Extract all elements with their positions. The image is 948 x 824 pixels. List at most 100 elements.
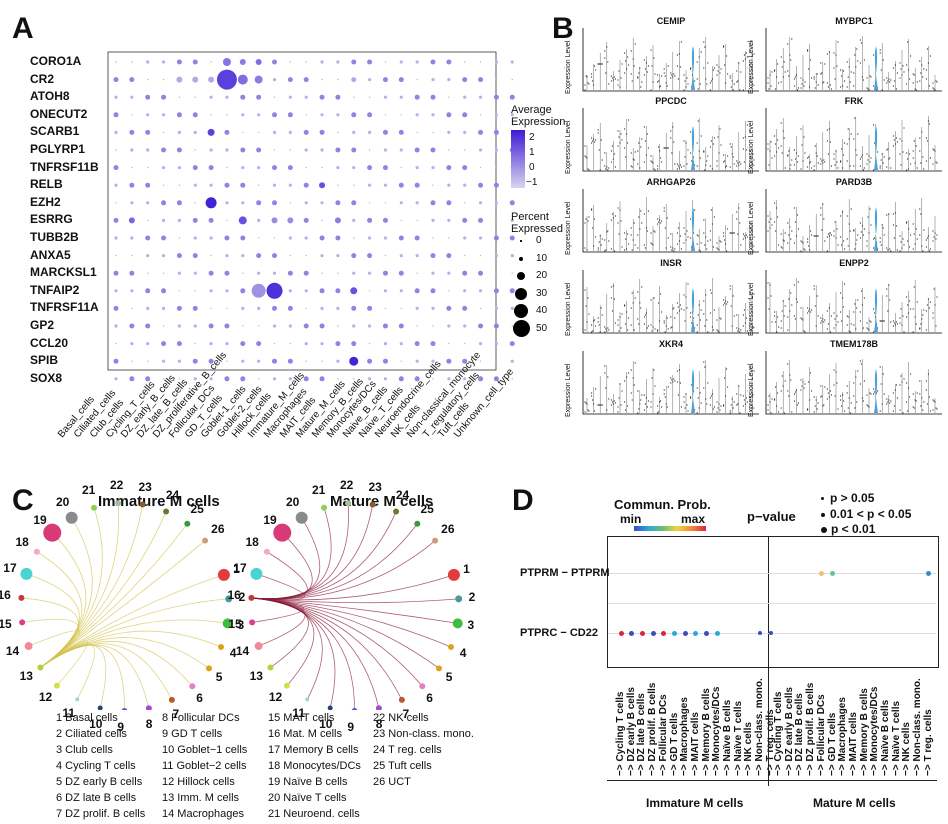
violin-point: [820, 317, 822, 319]
bubble-point: [693, 631, 699, 636]
violin-point: [892, 320, 895, 322]
violin-point: [879, 320, 881, 322]
violin-point: [915, 228, 917, 230]
cell-node: [217, 568, 230, 581]
p-level-1: p > 0.05: [821, 491, 874, 505]
violin-point: [709, 289, 712, 291]
expression-dot: [130, 201, 134, 205]
violin-point: [700, 402, 702, 404]
violin-point: [770, 85, 772, 87]
violin-point: [663, 68, 665, 70]
violin-gene-title: TMEM178B: [829, 339, 878, 349]
cell-node: [432, 537, 439, 544]
violin-point: [645, 312, 648, 314]
violin-point: [663, 389, 665, 391]
panel-label-a: A: [12, 12, 34, 45]
violin-point: [810, 372, 812, 374]
expression-dot: [462, 165, 468, 171]
violin-point: [624, 304, 626, 306]
violin-point: [705, 398, 707, 400]
violin-point: [723, 405, 725, 407]
violin-point: [610, 219, 613, 221]
expression-dot: [464, 61, 466, 63]
violin-point: [591, 208, 593, 210]
node-number-label: 11: [292, 706, 306, 721]
violin-point: [927, 298, 930, 300]
violin-point: [626, 248, 628, 250]
violin-point: [768, 164, 770, 166]
violin-point: [866, 163, 868, 165]
violin-point: [738, 328, 740, 330]
expression-dot: [448, 96, 450, 98]
expression-dot: [416, 325, 418, 327]
expression-dot: [205, 197, 217, 209]
violin-point: [716, 411, 718, 413]
violin-point: [584, 222, 586, 224]
violin-point: [586, 76, 588, 78]
violin-point: [914, 243, 916, 245]
violin-point: [850, 133, 852, 135]
violin-point: [749, 299, 751, 301]
violin-point: [840, 69, 842, 71]
expression-dot: [273, 342, 276, 345]
violin-point: [731, 325, 733, 327]
violin-point: [820, 214, 822, 216]
violin-point: [725, 82, 727, 84]
expression-dot: [241, 113, 245, 117]
violin-point: [791, 159, 793, 161]
violin-point: [844, 142, 846, 144]
expression-dot: [193, 377, 197, 381]
violin-point: [820, 396, 822, 398]
violin-point: [903, 331, 905, 333]
expression-dot: [479, 61, 482, 63]
interaction-edge: [40, 644, 125, 710]
expression-dot: [336, 113, 340, 117]
violin-point: [641, 138, 643, 140]
violin-point: [807, 241, 809, 243]
violin-point: [613, 76, 616, 78]
violin-gene-title: ARHGAP26: [646, 177, 696, 187]
violin-point: [611, 401, 614, 403]
violin-point: [859, 237, 862, 239]
violin-point: [846, 61, 848, 63]
violin-point: [617, 79, 619, 81]
violin-point: [670, 72, 672, 74]
violin-point: [643, 394, 646, 396]
violin-point: [588, 216, 590, 218]
violin-point: [752, 327, 754, 329]
violin-gene-title: PARD3B: [835, 177, 873, 187]
violin-point: [793, 85, 796, 87]
expression-dot: [463, 95, 467, 99]
cell-node: [345, 500, 352, 507]
violin-point: [886, 398, 888, 400]
violin-point: [800, 87, 802, 89]
violin-point: [690, 312, 692, 314]
violin-point: [587, 297, 589, 299]
violin-point: [926, 140, 929, 142]
violin-point: [727, 73, 729, 75]
expression-dot: [161, 254, 166, 258]
expression-dot: [431, 306, 435, 310]
violin-point: [674, 75, 676, 77]
x-axis-label: −> Non-class. mono.: [912, 678, 924, 776]
highlight-violin: [874, 46, 878, 90]
percent-expressed-title: Percent Expressed: [511, 211, 563, 235]
violin-point: [850, 402, 852, 404]
violin-point: [841, 148, 843, 150]
violin-point: [782, 300, 784, 302]
violin-point: [663, 147, 665, 149]
node-number-label: 2: [468, 589, 476, 604]
legend-col-4: 22 NK cells 23 Non-class. mono. 24 T reg. …: [373, 710, 474, 790]
expression-dot: [256, 94, 262, 100]
violin-point: [925, 380, 928, 382]
violin-point: [794, 391, 797, 393]
violin-point: [932, 409, 934, 411]
violin-point: [723, 45, 725, 47]
violin-point: [654, 328, 656, 330]
violin-point: [848, 138, 850, 140]
cell-node: [222, 618, 233, 629]
expression-dot: [115, 342, 117, 345]
expression-dot: [225, 342, 229, 346]
violin-point: [827, 153, 830, 155]
violin-point: [732, 295, 734, 297]
